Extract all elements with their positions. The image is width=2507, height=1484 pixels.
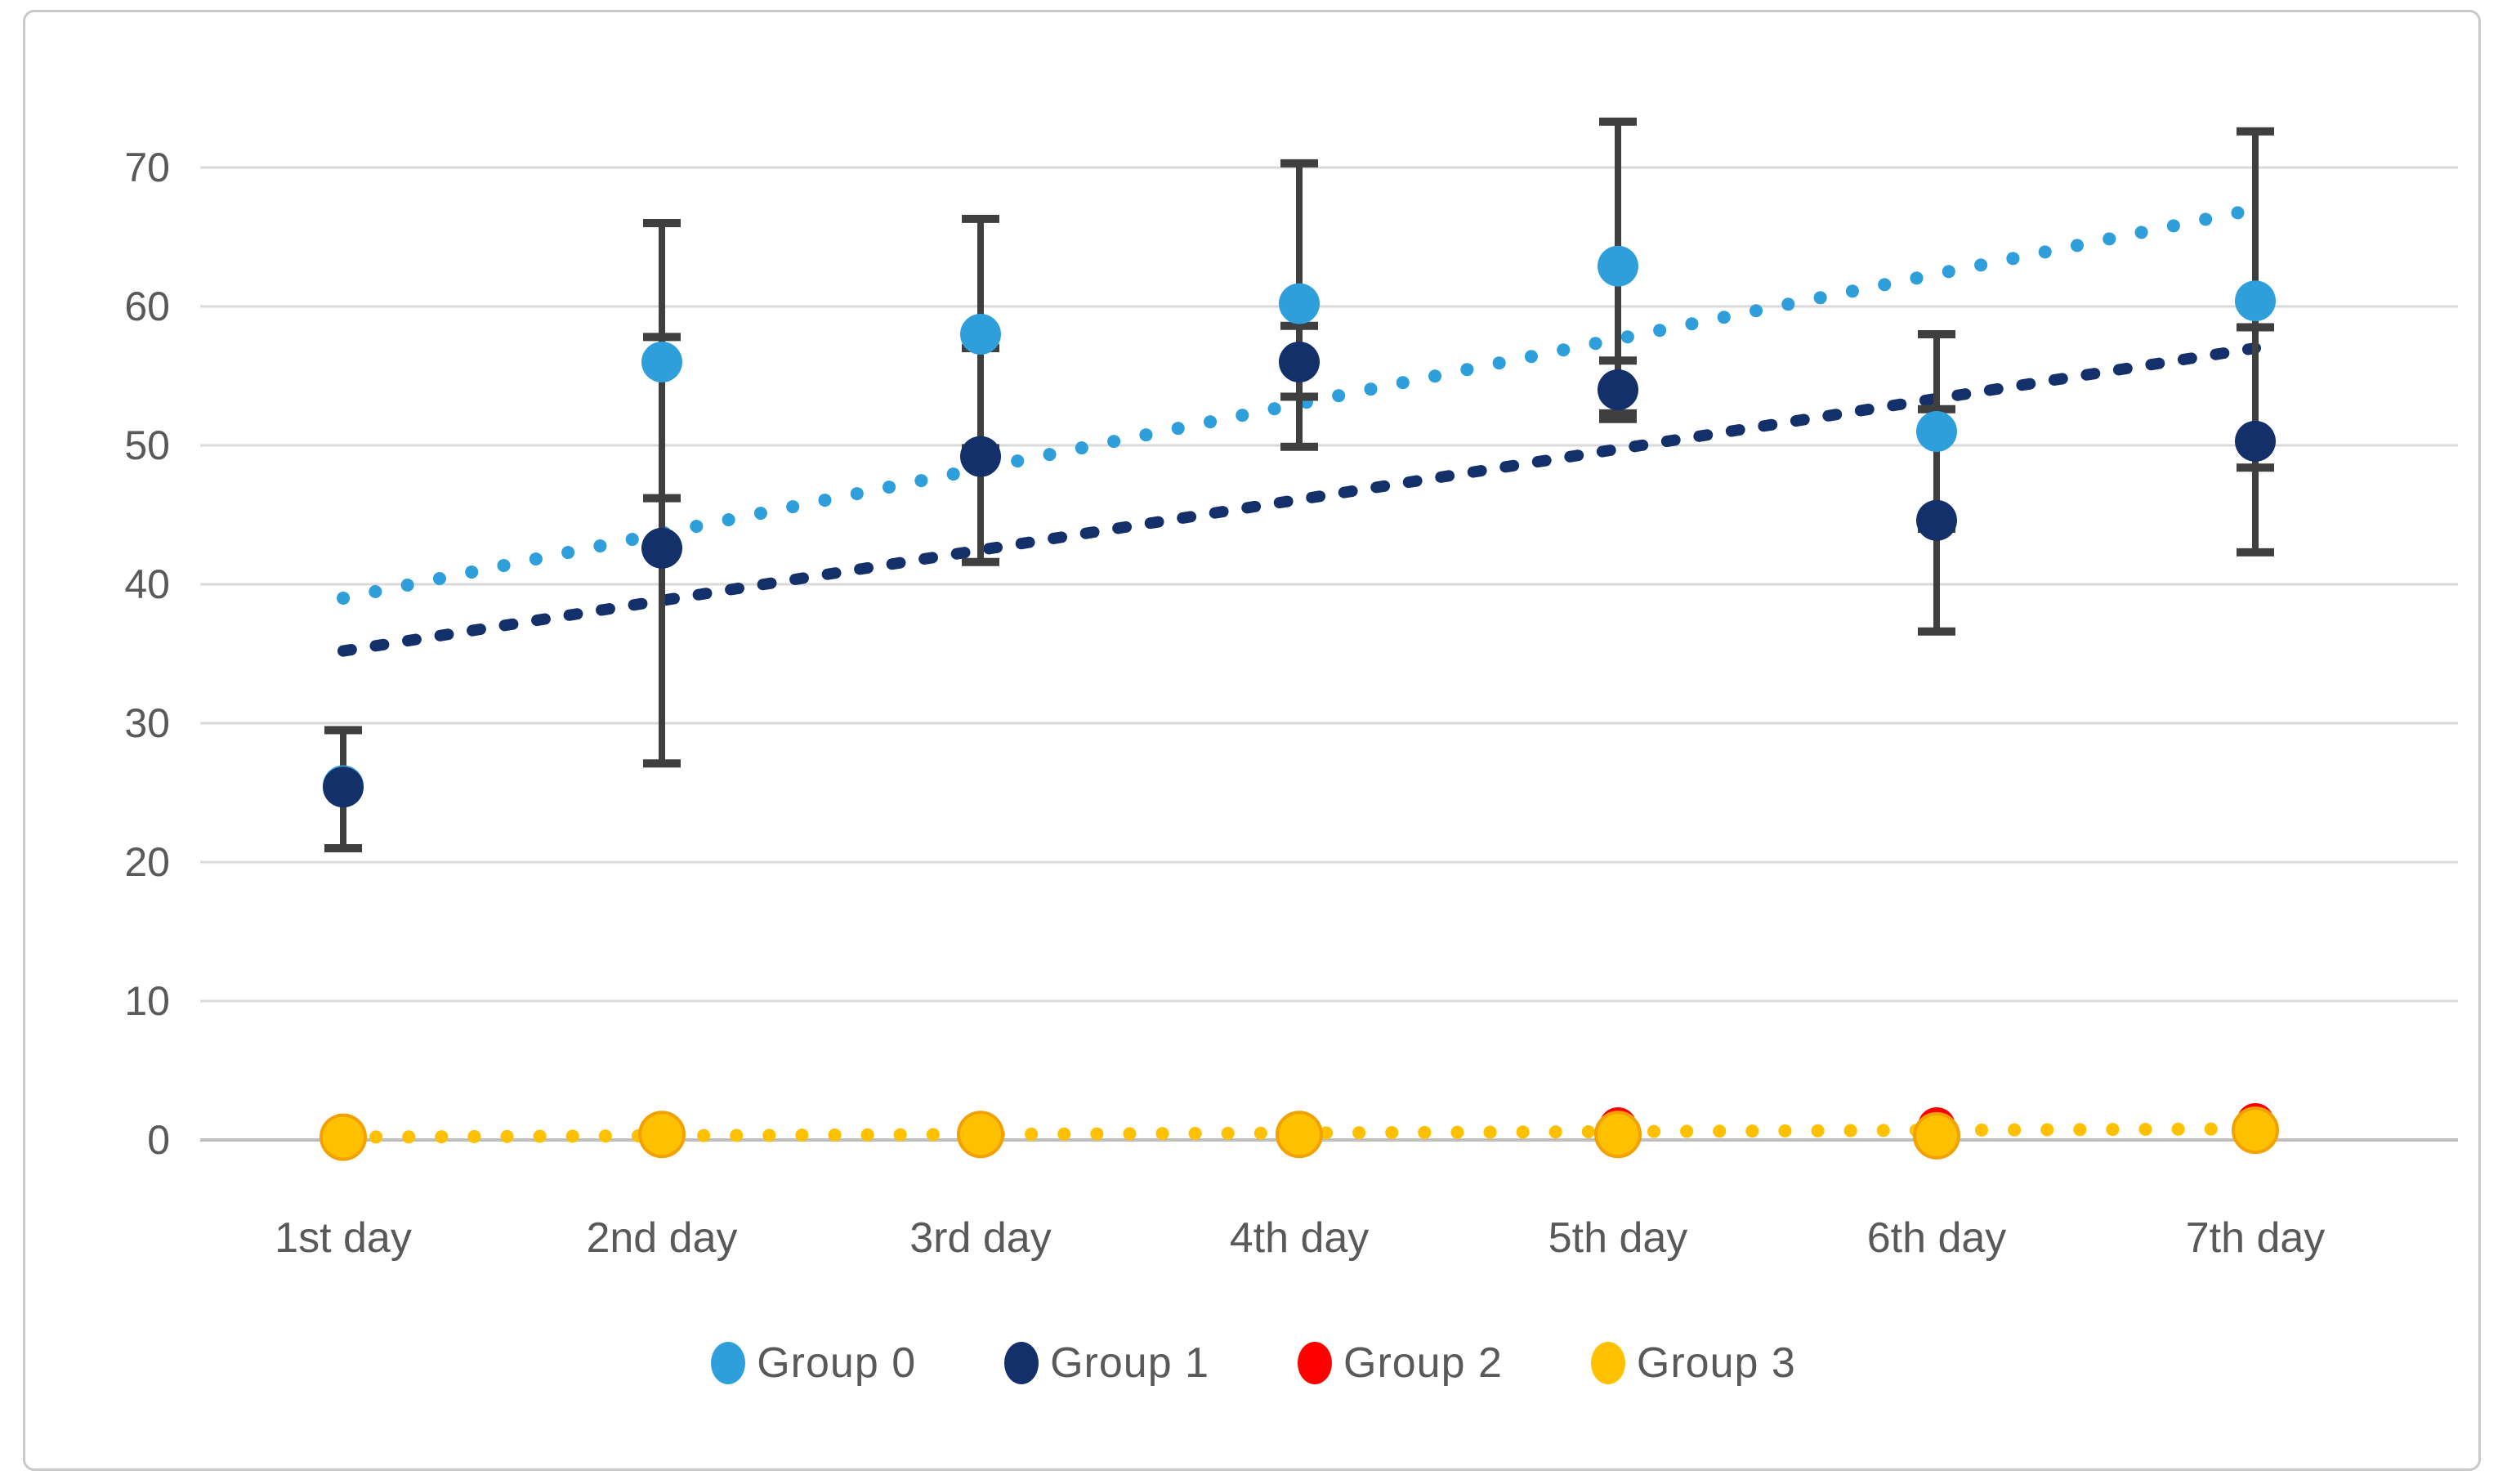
- point-group-0-day-3: [960, 314, 1001, 355]
- legend-item-group-1: Group 1: [1004, 1339, 1209, 1388]
- group-1-swatch-icon: [1004, 1342, 1039, 1384]
- y-axis-tick-labels: 0 10 20 30 40 50 60 70: [124, 145, 170, 1163]
- point-group-3-day-5: [1594, 1111, 1642, 1159]
- legend-label-group-0: Group 0: [757, 1339, 917, 1387]
- x-tick-label-1: 1st day: [275, 1214, 412, 1262]
- x-tick-label-6: 6th day: [1867, 1214, 2007, 1262]
- x-tick-label-5: 5th day: [1548, 1214, 1688, 1262]
- point-group-0-day-4: [1279, 283, 1320, 324]
- data-points: [320, 245, 2279, 1161]
- gridlines: [200, 166, 2458, 1142]
- x-tick-label-7: 7th day: [2186, 1214, 2326, 1262]
- point-group-0-day-7: [2235, 280, 2276, 322]
- data-points-group-1: [323, 342, 2276, 808]
- legend-label-group-3: Group 3: [1636, 1339, 1796, 1387]
- point-group-0-day-2: [641, 342, 682, 382]
- point-group-1-day-1: [323, 767, 364, 808]
- chart-outer-border: [23, 10, 2481, 1471]
- y-tick-label-40: 40: [124, 561, 170, 607]
- point-group-3-day-4: [1276, 1111, 1323, 1159]
- chart-legend: Group 0 Group 1 Group 2 Group 3: [0, 1339, 2507, 1388]
- legend-label-group-2: Group 2: [1343, 1339, 1503, 1387]
- x-tick-label-2: 2nd day: [586, 1214, 737, 1262]
- point-group-1-day-4: [1279, 342, 1320, 382]
- data-points-group-0: [323, 245, 2276, 807]
- point-group-1-day-2: [641, 527, 682, 569]
- point-group-3-day-7: [2232, 1106, 2279, 1155]
- data-points-group-3: [320, 1106, 2279, 1161]
- y-tick-label-10: 10: [124, 978, 170, 1024]
- error-bars-group-0: [324, 117, 2274, 852]
- point-group-1-day-3: [960, 436, 1001, 477]
- point-group-3-day-1: [320, 1113, 367, 1161]
- group-0-swatch-icon: [711, 1342, 746, 1384]
- y-tick-label-50: 50: [124, 422, 170, 468]
- group-3-swatch-icon: [1590, 1342, 1625, 1384]
- legend-label-group-1: Group 1: [1050, 1339, 1209, 1387]
- error-bars: [324, 117, 2274, 852]
- point-group-3-day-2: [638, 1111, 686, 1159]
- point-group-1-day-7: [2235, 420, 2276, 462]
- y-tick-label-30: 30: [124, 700, 170, 746]
- point-group-0-day-6: [1916, 411, 1957, 452]
- legend-item-group-2: Group 2: [1298, 1339, 1503, 1388]
- x-tick-label-4: 4th day: [1230, 1214, 1370, 1262]
- point-group-0-day-5: [1598, 245, 1638, 287]
- y-tick-label-0: 0: [147, 1117, 170, 1163]
- y-tick-label-20: 20: [124, 839, 170, 885]
- legend-item-group-3: Group 3: [1590, 1339, 1796, 1388]
- group-2-swatch-icon: [1298, 1342, 1332, 1384]
- y-tick-label-60: 60: [124, 284, 170, 329]
- point-group-1-day-6: [1916, 499, 1957, 541]
- x-tick-label-3: 3rd day: [909, 1214, 1051, 1262]
- y-tick-label-70: 70: [124, 145, 170, 190]
- x-axis-tick-labels: 1st day 2nd day 3rd day 4th day 5th day 6th d…: [275, 1214, 2325, 1262]
- point-group-3-day-6: [1913, 1111, 1960, 1160]
- point-group-3-day-3: [957, 1111, 1004, 1159]
- point-group-1-day-5: [1598, 369, 1638, 410]
- legend-item-group-0: Group 0: [711, 1339, 916, 1388]
